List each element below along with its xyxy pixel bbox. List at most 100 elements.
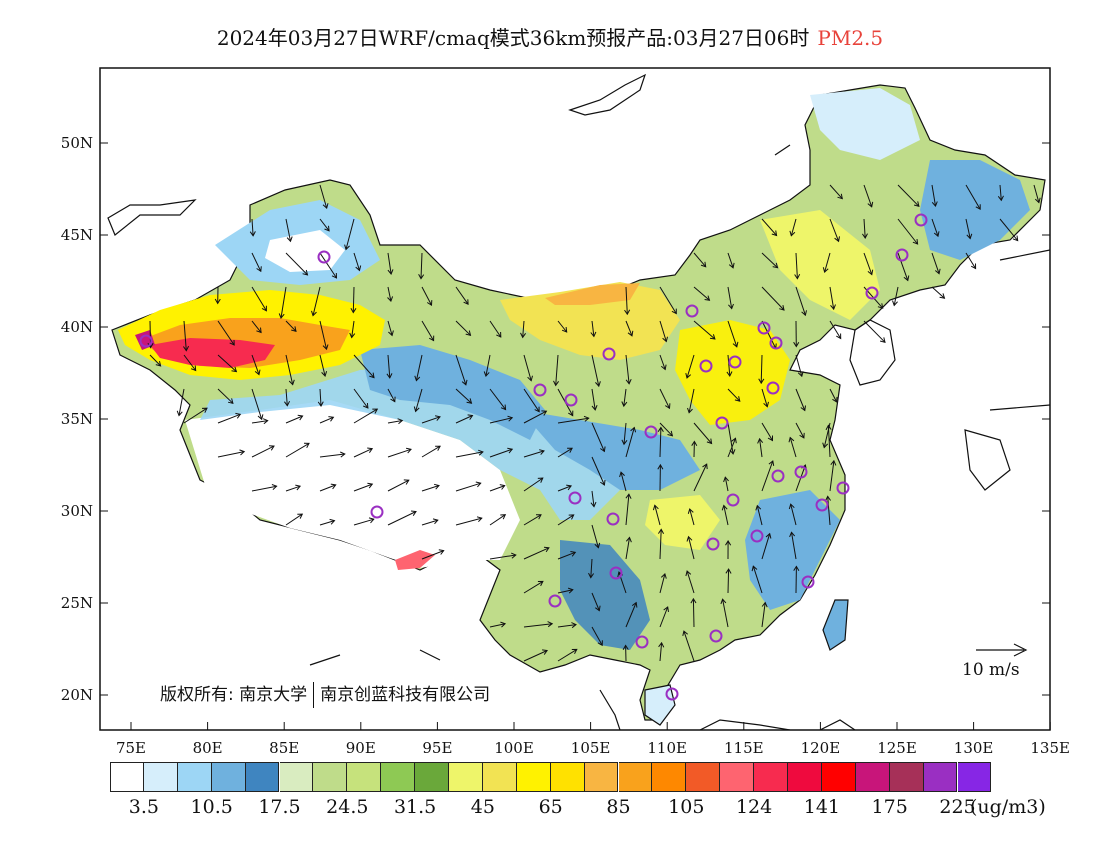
wind-vector-head	[830, 304, 836, 311]
wind-vector-head	[723, 476, 729, 483]
wind-vector-head	[344, 244, 350, 251]
city-marker-guiyang	[609, 566, 623, 580]
wind-vector-head	[600, 446, 606, 453]
wind-vector	[693, 422, 712, 444]
city-marker-jinan	[766, 381, 780, 395]
wind-vector	[285, 252, 308, 276]
wind-vector	[863, 252, 873, 275]
sichuan-blue-area	[520, 410, 700, 490]
wind-vector-head	[686, 535, 693, 542]
wind-vector	[455, 320, 471, 336]
wind-vector	[659, 642, 663, 662]
wind-vector	[415, 354, 423, 381]
wind-vector	[761, 602, 766, 628]
wind-vector-head	[867, 201, 874, 208]
legend-swatch	[110, 762, 144, 792]
legend-swatch	[177, 762, 212, 792]
wind-vector-head	[630, 426, 637, 433]
wind-vector-head	[825, 495, 832, 502]
wind-vector	[489, 417, 513, 424]
wind-vector	[285, 513, 303, 526]
wind-vector	[523, 514, 542, 526]
city-marker-changsha	[706, 537, 720, 551]
wind-vector	[557, 417, 589, 424]
wind-vector-head	[861, 233, 868, 239]
wind-vector	[659, 573, 666, 594]
wind-vector-head	[933, 231, 940, 238]
wind-vector-head	[567, 587, 574, 594]
wind-vector-head	[837, 193, 843, 200]
wind-vector-head	[507, 447, 514, 454]
wind-vector	[285, 388, 288, 406]
wind-vector-head	[877, 303, 884, 309]
wind-vector-head	[397, 418, 404, 425]
wind-vector-head	[155, 360, 162, 367]
wind-vector-head	[801, 310, 807, 317]
wind-vector	[965, 218, 971, 239]
wind-vector	[489, 514, 506, 526]
wind-vector	[965, 252, 977, 269]
wind-vector-head	[475, 481, 482, 488]
lon-tick-label: 135E	[1030, 739, 1070, 757]
wind-vector	[149, 354, 161, 367]
wind-vector-head	[496, 331, 502, 338]
legend-label: 124	[735, 796, 773, 818]
wind-vector-head	[413, 406, 420, 413]
city-marker-layer	[139, 213, 928, 701]
wind-vector-head	[500, 514, 507, 520]
legend-swatch	[347, 762, 382, 792]
wind-vector	[659, 427, 662, 458]
northeast-yellow-area	[760, 210, 880, 320]
wind-vector-head	[461, 379, 468, 386]
wind-vector	[863, 320, 886, 343]
wind-vector	[931, 184, 936, 207]
wind-vector	[829, 320, 842, 339]
wind-vector-head	[570, 551, 577, 557]
wind-vector	[387, 252, 392, 275]
wind-vector-head	[1034, 197, 1041, 204]
wind-vector-head	[231, 366, 238, 373]
city-marker-chongqing	[606, 512, 620, 526]
legend-swatch	[889, 762, 924, 792]
lon-tick-label: 95E	[422, 739, 452, 757]
wind-vector-head	[621, 401, 628, 408]
wind-vector-head	[704, 295, 711, 301]
wind-vector-head	[249, 231, 256, 237]
legend-label: 175	[871, 796, 908, 818]
wind-vector	[620, 472, 627, 492]
wind-vector-head	[912, 238, 919, 245]
wind-vector-head	[568, 514, 575, 520]
wind-vector	[387, 479, 410, 492]
wind-vector	[659, 354, 666, 370]
wind-vector-head	[720, 598, 727, 605]
wind-vector	[319, 218, 330, 232]
wind-vector-head	[685, 372, 692, 379]
wind-vector	[789, 437, 797, 458]
wind-vector-head	[591, 405, 598, 411]
city-marker-nanjing	[794, 465, 808, 479]
wind-vector	[591, 456, 605, 486]
legend-swatch	[550, 762, 585, 792]
wind-vector-head	[892, 300, 898, 307]
wind-vector-head	[390, 396, 396, 403]
wind-vector-head	[355, 265, 362, 272]
wind-vector	[251, 485, 277, 492]
wind-vector-head	[687, 407, 693, 414]
wind-vector	[590, 558, 593, 578]
northeast-blue-area	[920, 160, 1030, 260]
wind-vector	[689, 508, 695, 526]
wind-vector	[727, 252, 734, 268]
wind-vector	[693, 252, 707, 268]
city-marker-xining	[533, 383, 547, 397]
wind-vector-head	[709, 334, 716, 340]
copyright-org1: 南京大学	[239, 685, 308, 705]
wind-vector	[727, 320, 738, 347]
wind-vector	[353, 448, 373, 458]
wind-vector-head	[600, 479, 606, 486]
wind-vector-head	[765, 532, 772, 539]
wind-vector	[727, 422, 734, 454]
wind-vector-head	[500, 621, 507, 628]
wind-vector	[489, 448, 513, 458]
wind-vector	[965, 184, 981, 210]
